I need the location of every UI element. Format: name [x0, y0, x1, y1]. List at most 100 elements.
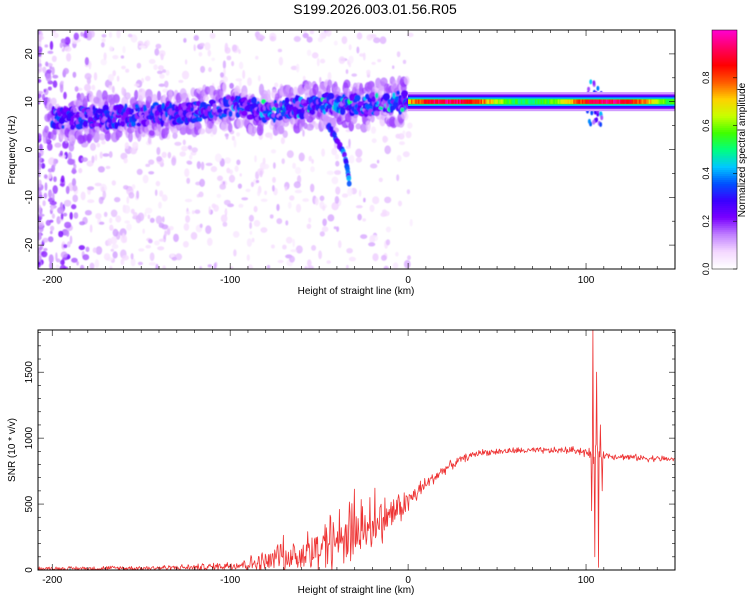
- spectrogram-band-cell: [519, 99, 522, 104]
- spectrogram-band-cell: [440, 99, 443, 104]
- spectrogram-band-cell: [409, 99, 412, 104]
- spectrogram-noise-cell: [116, 30, 121, 39]
- spectrogram-noise-cell: [213, 262, 217, 269]
- spectrogram-noise-cell: [259, 170, 263, 178]
- spectrogram-halo-cell: [137, 88, 146, 100]
- spectrogram-noise-cell: [155, 43, 162, 49]
- spectrogram-band-cell: [596, 99, 599, 104]
- spectrogram-ridge-cell: [117, 104, 124, 111]
- spectrogram-band-cell: [476, 99, 479, 104]
- spectrogram-noise-cell: [191, 147, 198, 153]
- spectrogram-noise-cell: [136, 62, 142, 69]
- spectrogram-noise-cell: [371, 138, 377, 144]
- spectrogram-noise-cell: [52, 185, 58, 194]
- spectrogram-noise-cell: [198, 52, 203, 57]
- spectrogram-noise-cell: [220, 72, 224, 78]
- spectrogram-band-cell: [623, 99, 626, 104]
- spectrogram-band-cell: [580, 99, 583, 104]
- spectrogram-band-cell: [594, 99, 597, 104]
- spectrogram-noise-cell: [153, 64, 158, 70]
- spectrogram-halo-cell: [234, 85, 241, 98]
- colorbar-cell: [712, 139, 737, 143]
- y-tick-label: 10: [24, 96, 35, 108]
- spectrogram-noise-cell: [157, 65, 164, 71]
- spectrogram-noise-cell: [59, 264, 67, 269]
- spectrogram-noise-cell: [137, 261, 143, 266]
- spectrogram-noise-cell: [64, 221, 72, 229]
- spectrogram-noise-cell: [282, 244, 287, 250]
- spectrogram-noise-cell: [122, 46, 126, 54]
- spectrogram-noise-cell: [38, 224, 44, 233]
- spectrogram-band-cell: [667, 99, 670, 104]
- spectrogram-noise-cell: [241, 197, 249, 201]
- spectrogram-noise-cell: [123, 185, 129, 190]
- colorbar-cell: [712, 179, 737, 182]
- spectrogram-halo-cell: [211, 124, 218, 135]
- spectrogram-branch-cell: [342, 151, 347, 158]
- colorbar-cell: [712, 43, 737, 47]
- spectrogram-noise-cell: [220, 214, 228, 223]
- colorbar-cell: [712, 159, 737, 163]
- spectrogram-noise-cell: [42, 237, 49, 243]
- spectrogram-noise-cell: [121, 65, 126, 70]
- spectrogram-ridge-cell: [96, 108, 104, 114]
- colorbar-cell: [712, 209, 737, 212]
- spectrogram-band-cell: [467, 99, 471, 104]
- spectrogram-ridge-cell: [284, 97, 290, 104]
- spectrogram-halo-cell: [104, 130, 111, 142]
- y-tick-label: 20: [24, 48, 35, 60]
- spectrogram-noise-cell: [78, 245, 86, 251]
- spectrogram-noise-cell: [126, 223, 132, 231]
- spectrogram-noise-cell: [38, 143, 43, 151]
- spectrogram-band-cell: [617, 99, 620, 104]
- colorbar-cell: [712, 123, 737, 127]
- x-tick-label: -100: [220, 275, 240, 286]
- spectrogram-band-cell: [610, 99, 613, 104]
- colorbar-cell: [712, 95, 737, 99]
- spectrogram-noise-cell: [110, 248, 115, 252]
- spectrogram-band-cell: [419, 99, 422, 104]
- spectrogram-noise-cell: [181, 145, 188, 152]
- spectrogram-noise-cell: [368, 242, 376, 247]
- spectrogram-band-cell: [569, 99, 572, 104]
- spectrogram-noise-cell: [298, 152, 305, 162]
- spectrogram-noise-cell: [38, 232, 42, 241]
- spectrogram-noise-cell: [385, 226, 391, 233]
- spectrogram-ridge-cell: [373, 110, 380, 117]
- spectrogram-band-cell: [559, 99, 562, 104]
- spectrogram-band-cell: [527, 99, 530, 104]
- spectrogram-noise-cell: [44, 182, 48, 191]
- spectrogram-noise-cell: [284, 186, 288, 192]
- spectrogram-halo-cell: [348, 121, 355, 132]
- spectrogram-band-cell: [597, 99, 600, 104]
- spectrogram-noise-cell: [84, 210, 92, 216]
- spectrogram-noise-cell: [306, 49, 312, 56]
- spectrogram-ridge-cell: [164, 110, 169, 118]
- colorbar-cell: [712, 229, 737, 232]
- spectrogram-noise-cell: [67, 241, 71, 248]
- spectrogram-band-cell: [460, 99, 463, 104]
- colorbar-cell: [712, 225, 737, 228]
- spectrogram-noise-cell: [198, 191, 204, 198]
- spectrogram-noise-cell: [48, 254, 54, 264]
- spectrogram-halo-cell: [365, 120, 371, 132]
- spectrogram-noise-cell: [208, 206, 211, 215]
- spectrogram-spike-cell: [587, 86, 591, 92]
- spectrogram-noise-cell: [136, 168, 143, 175]
- spectrogram-noise-cell: [295, 245, 303, 254]
- spectrogram-noise-cell: [396, 174, 400, 182]
- colorbar-cell: [712, 109, 737, 113]
- spectrogram-noise-cell: [136, 190, 140, 199]
- colorbar-cell: [712, 153, 737, 157]
- spectrogram-ridge-cell: [274, 102, 279, 108]
- colorbar-cell: [712, 263, 737, 266]
- spectrogram-band-cell: [566, 99, 569, 104]
- y-tick-label: 0: [24, 567, 35, 573]
- spectrogram-noise-cell: [370, 163, 378, 169]
- spectrogram-noise-cell: [326, 260, 332, 264]
- spectrogram-noise-cell: [103, 253, 111, 261]
- spectrogram-noise-cell: [381, 254, 387, 261]
- spectrogram-spike-cell: [596, 85, 600, 91]
- spectrogram-noise-cell: [72, 184, 78, 192]
- spectrogram-noise-cell: [71, 167, 77, 175]
